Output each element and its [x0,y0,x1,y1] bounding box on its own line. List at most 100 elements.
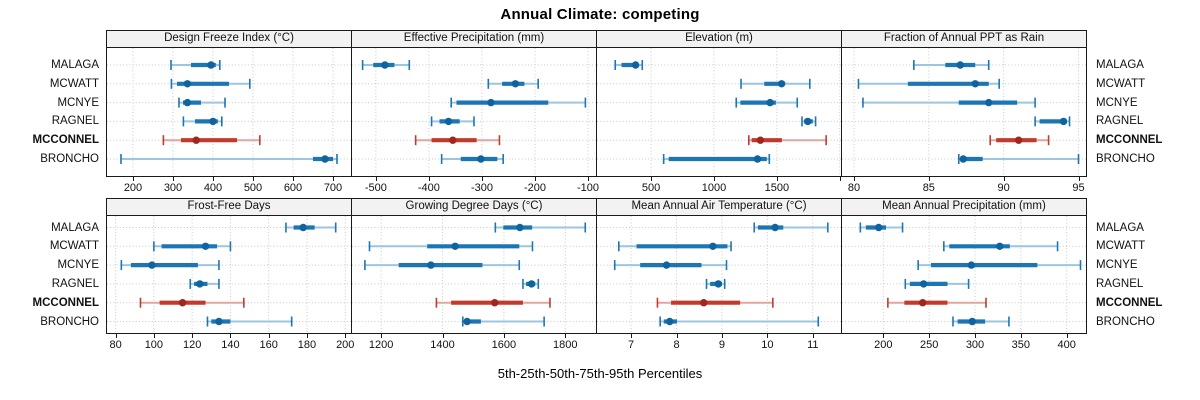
axis-tick-label: 600 [283,182,303,194]
median-dot [215,317,223,326]
axis-tick [839,177,841,181]
axis-tick-label: 250 [919,339,939,351]
panel-elevation-m: Elevation (m) [596,30,842,177]
chart-title: Annual Climate: competing [500,6,700,23]
station-label-left-ragnel: RAGNEL [51,277,99,290]
median-dot [971,80,979,88]
axis-tick-label: 1000 [701,182,727,194]
median-dot [299,223,307,232]
station-label-right-malaga: MALAGA [1096,221,1144,234]
median-dot [451,242,459,250]
axis-tick-label: 160 [259,339,278,351]
axis-tick [1003,177,1005,181]
axis-tick-label: 350 [1011,339,1031,351]
axis-tick [442,334,444,338]
median-dot [444,117,453,126]
axis-tick-label: 1800 [553,339,578,351]
panel-plot-elevation-m [597,48,841,176]
axis-tick [153,334,155,338]
median-dot [756,136,765,144]
median-dot [1014,136,1023,144]
station-label-right-broncho: BRONCHO [1096,153,1155,165]
panel-strip-elevation-m: Elevation (m) [597,31,841,48]
panel-strip-fraction-of-annual-ppt-as-rain: Fraction of Annual PPT as Rain [842,31,1086,48]
station-label-left-malaga: MALAGA [51,221,99,234]
median-dot [148,261,156,269]
axis-tick [306,334,308,338]
axis-tick-label: 7 [628,339,635,351]
axis-tick [268,334,270,338]
axis-tick-label: 10 [761,339,774,351]
axis-tick-label: 500 [641,182,661,194]
median-dot [516,223,524,232]
panel-plot-growing-degree-days-c [352,216,596,333]
station-label-left-mcwatt: MCWATT [49,77,99,90]
median-dot [874,223,883,232]
axis-tick-label: 95 [1072,182,1085,194]
median-dot [196,280,204,288]
panel-mean-annual-air-temperature-c: Mean Annual Air Temperature (°C) [596,198,842,334]
median-dot [183,80,192,88]
station-label-right-mcwatt: MCWATT [1096,77,1146,90]
axis-tick-label: 8 [673,339,680,351]
median-dot [968,317,976,326]
panel-plot-fraction-of-annual-ppt-as-rain [842,48,1086,176]
percentiles-caption: 5th-25th-50th-75th-95th Percentiles [497,366,703,381]
axis-tick [481,177,483,181]
median-dot [700,299,708,307]
station-label-right-mcnye: MCNYE [1096,96,1138,109]
axis-tick [975,334,976,338]
panel-plot-frost-free-days [107,216,351,333]
axis-tick [1066,334,1068,338]
axis-tick-label: -300 [470,182,493,194]
axis-tick [333,177,334,181]
axis-tick [928,177,930,181]
median-dot [956,61,964,69]
median-dot [967,261,976,269]
axis-tick [381,334,383,338]
station-label-left-malaga: MALAGA [51,59,99,71]
axis-tick [230,334,232,338]
station-label-right-mcnye: MCNYE [1096,259,1138,272]
station-label-right-ragnel: RAGNEL [1096,277,1144,290]
station-label-left-mcnye: MCNYE [57,96,99,109]
station-label-right-mcwatt: MCWATT [1096,240,1146,253]
axis-tick [375,177,377,181]
station-label-right-mcconnel: MCCONNEL [1096,296,1163,309]
axis-tick [192,334,194,338]
axis-tick-label: 90 [997,182,1010,194]
median-dot [753,155,762,163]
panel-strip-effective-precipitation-mm: Effective Precipitation (mm) [352,31,596,48]
axis-tick-label: 100 [144,339,164,351]
axis-tick-label: 300 [965,339,985,351]
axis-tick [1020,334,1022,338]
axis-tick [676,334,678,338]
median-dot [427,261,435,269]
panel-strip-frost-free-days: Frost-Free Days [107,199,351,216]
axis-tick-label: 500 [243,182,263,194]
panel-strip-mean-annual-precipitation-mm: Mean Annual Precipitation (mm) [842,199,1086,216]
axis-tick-label: -500 [364,182,387,194]
axis-tick [631,334,633,338]
axis-tick [812,334,814,338]
axis-tick-label: 80 [847,182,861,194]
axis-tick-label: 1400 [430,339,455,351]
panel-fraction-of-annual-ppt-as-rain: Fraction of Annual PPT as Rain [841,30,1087,177]
median-dot [207,61,215,69]
panel-design-freeze-index-c: Design Freeze Index (°C) [106,30,352,177]
median-dot [511,80,520,88]
median-dot [491,299,499,307]
panel-strip-design-freeze-index-c: Design Freeze Index (°C) [107,31,351,48]
axis-tick-label: -200 [523,182,547,194]
median-dot [183,98,192,107]
axis-tick-label: 300 [163,182,183,194]
station-label-left-ragnel: RAGNEL [51,115,99,128]
axis-tick-label: 1200 [368,339,394,351]
axis-tick [776,177,778,181]
axis-tick-label: 700 [323,182,343,194]
panel-growing-degree-days-c: Growing Degree Days (°C) [351,198,597,334]
median-dot [463,317,471,326]
axis-tick-label: 400 [1057,339,1076,351]
median-dot [192,136,200,144]
